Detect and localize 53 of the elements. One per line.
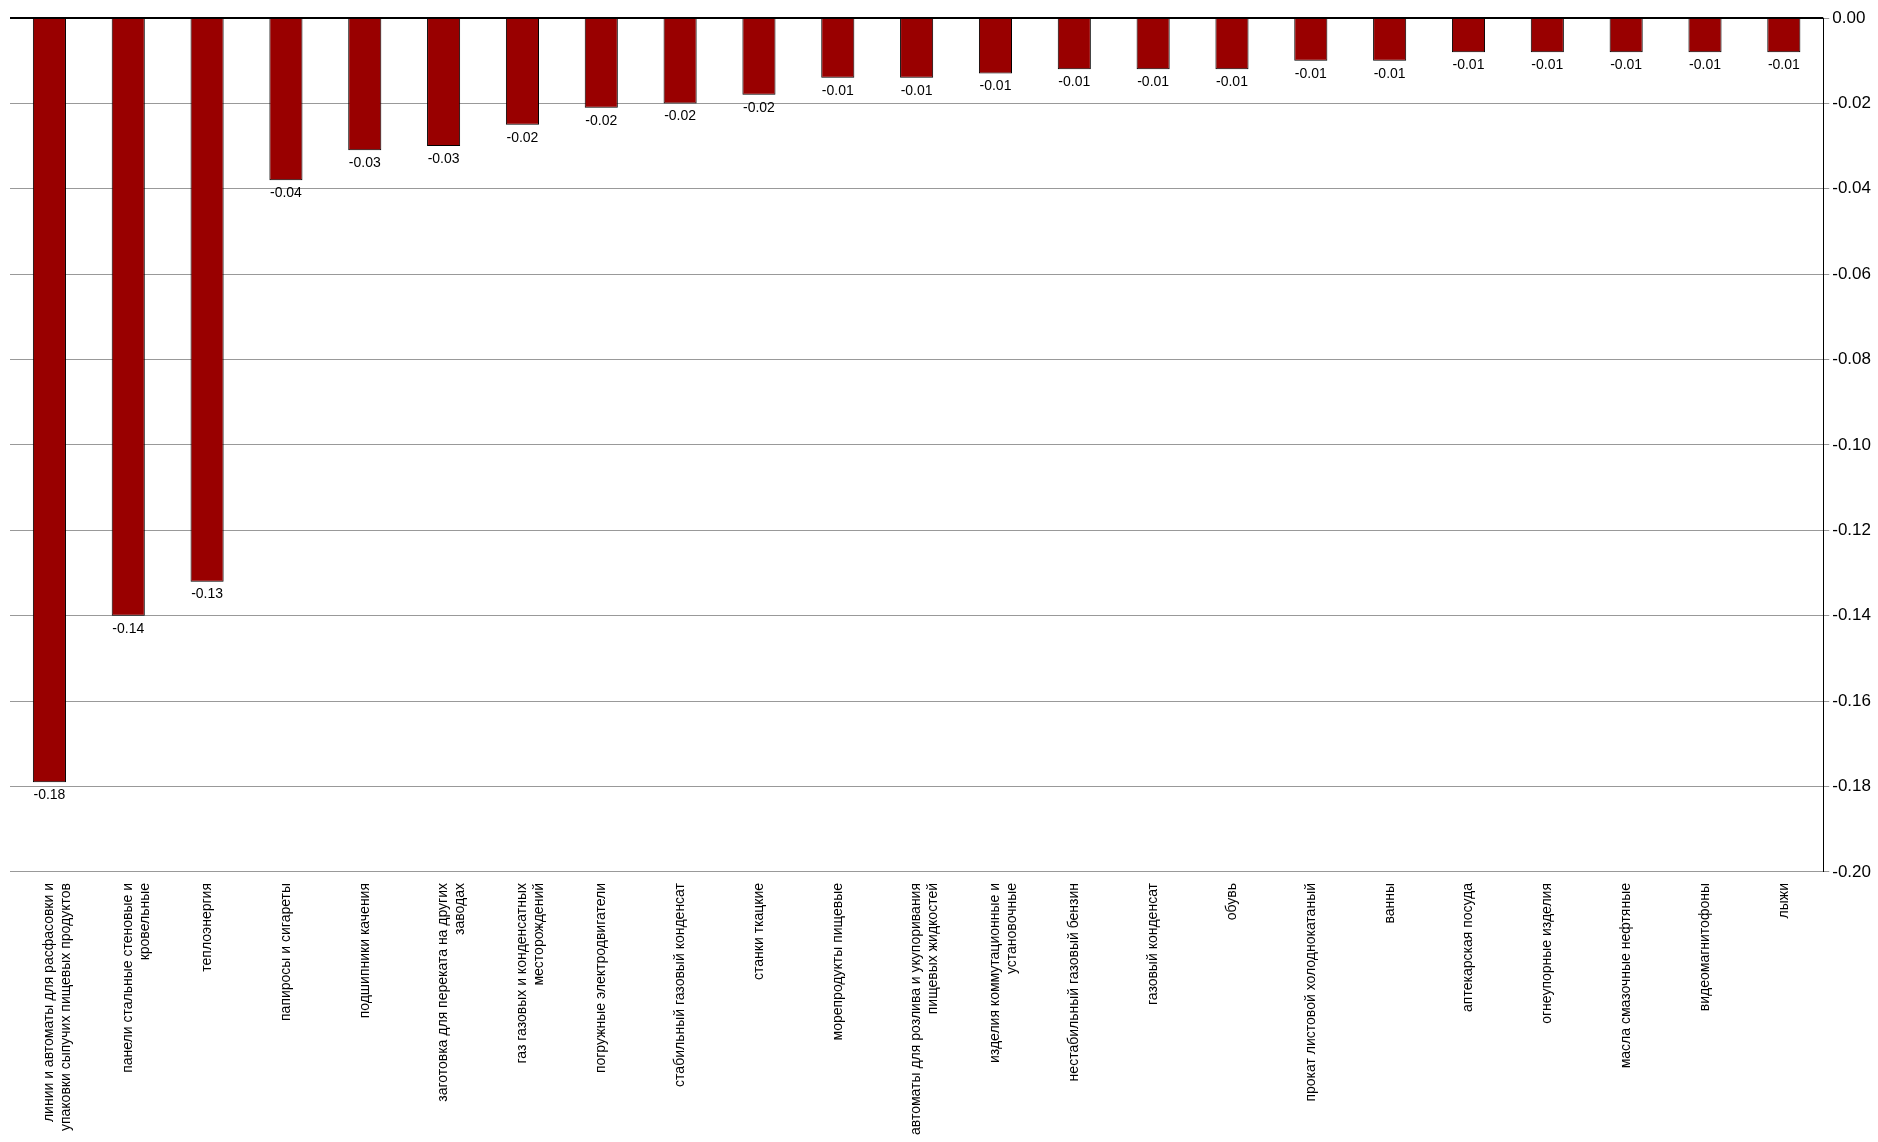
data-label: -0.01 [979,77,1012,94]
data-label: -0.01 [1058,73,1091,90]
data-label: -0.01 [1373,64,1406,81]
data-label: -0.01 [1767,56,1800,73]
data-label: -0.01 [1137,73,1170,90]
x-tick-label: станки ткацкие [749,882,766,980]
x-tick-label: заготовка для переката на других заводах [434,882,468,1102]
x-tick-label: масла смазочные нефтяные [1617,882,1634,1069]
data-label: -0.01 [1610,56,1643,73]
x-tick-label: огнеупорные изделия [1538,882,1555,1024]
data-label: -0.13 [191,585,224,602]
y-tick-label: -0.20 [1832,861,1871,881]
data-label: -0.01 [1294,64,1327,81]
data-label: -0.18 [33,786,66,803]
y-tick-label: -0.08 [1832,349,1871,369]
data-label: -0.02 [742,98,776,115]
x-tick-label: погружные электродвигатели [592,882,609,1074]
x-tick-label: стабильный газовый конденсат [670,882,687,1087]
x-tick-label: теплоэнергия [197,882,214,972]
data-label: -0.01 [821,81,854,98]
data-label: -0.01 [1216,73,1249,90]
data-label: -0.01 [1452,56,1485,73]
x-tick-label: прокат листовой холоднокатаный [1301,882,1318,1102]
data-label: -0.01 [1689,56,1722,73]
data-label: -0.03 [427,149,460,166]
x-tick-label: нестабильный газовый бензин [1065,882,1082,1082]
x-tick-label: аптекарская посуда [1459,882,1476,1012]
data-label: -0.04 [269,184,303,201]
y-tick-label: -0.14 [1832,605,1871,625]
data-label: -0.03 [348,154,381,171]
y-tick-label: -0.10 [1832,434,1871,454]
y-tick-label: -0.18 [1832,776,1871,796]
x-tick-label: морепродукты пищевые [828,882,845,1041]
y-tick-label: -0.04 [1832,178,1871,198]
data-label: -0.02 [585,111,618,128]
x-tick-label: папиросы и сигареты [276,882,293,1021]
x-tick-label: газовый конденсат [1144,882,1160,1006]
data-label: -0.14 [112,619,145,636]
x-tick-label: обувь [1222,882,1239,921]
y-tick-label: -0.12 [1832,520,1871,540]
data-label: -0.01 [1531,56,1564,73]
y-tick-label: -0.02 [1832,93,1871,113]
y-tick-label: 0.00 [1832,7,1866,27]
data-label: -0.02 [664,107,697,124]
x-tick-label: ванны [1380,882,1397,924]
y-tick-label: -0.16 [1832,690,1871,710]
data-label: -0.02 [506,128,539,145]
y-tick-label: -0.06 [1832,263,1871,283]
x-tick-label: подшипники качения [355,882,372,1019]
x-tick-label: видеомагнитофоны [1695,882,1712,1012]
x-tick-label: линии и автоматы для расфасовки и упаковки сыпучих пищевых продуктов [40,882,74,1132]
data-label: -0.01 [900,81,933,98]
x-tick-label: лыжи [1774,882,1791,919]
